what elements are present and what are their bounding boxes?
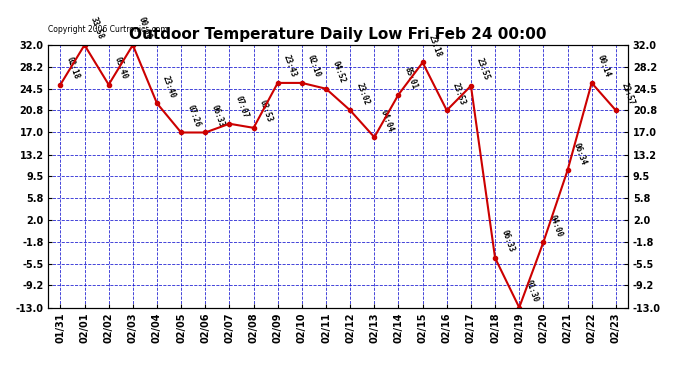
Text: 33:58: 33:58 (89, 16, 105, 41)
Text: 23:57: 23:57 (620, 81, 636, 106)
Text: 00:14: 00:14 (596, 54, 612, 79)
Text: 23:43: 23:43 (282, 54, 298, 79)
Text: 00:00: 00:00 (137, 16, 153, 41)
Text: 05:40: 05:40 (113, 56, 129, 81)
Text: 02:10: 02:10 (306, 54, 322, 79)
Text: 04:00: 04:00 (548, 213, 564, 238)
Text: 85:01: 85:01 (403, 66, 419, 90)
Text: 23:53: 23:53 (451, 81, 467, 106)
Title: Outdoor Temperature Daily Low Fri Feb 24 00:00: Outdoor Temperature Daily Low Fri Feb 24… (129, 27, 547, 42)
Text: 23:18: 23:18 (427, 33, 443, 58)
Text: 04:04: 04:04 (379, 108, 395, 133)
Text: 06:33: 06:33 (210, 104, 226, 128)
Text: 06:33: 06:33 (500, 229, 515, 254)
Text: 01:30: 01:30 (524, 279, 540, 303)
Text: 23:02: 23:02 (355, 81, 371, 106)
Text: 04:52: 04:52 (331, 60, 346, 85)
Text: Copyright 2006 Curtronics.com: Copyright 2006 Curtronics.com (48, 26, 168, 34)
Text: 07:26: 07:26 (186, 104, 201, 128)
Text: 23:40: 23:40 (161, 74, 177, 99)
Text: 03:53: 03:53 (258, 99, 274, 124)
Text: 23:55: 23:55 (475, 57, 491, 82)
Text: 06:34: 06:34 (572, 141, 588, 166)
Text: 02:18: 02:18 (65, 56, 81, 81)
Text: 07:07: 07:07 (234, 95, 250, 120)
